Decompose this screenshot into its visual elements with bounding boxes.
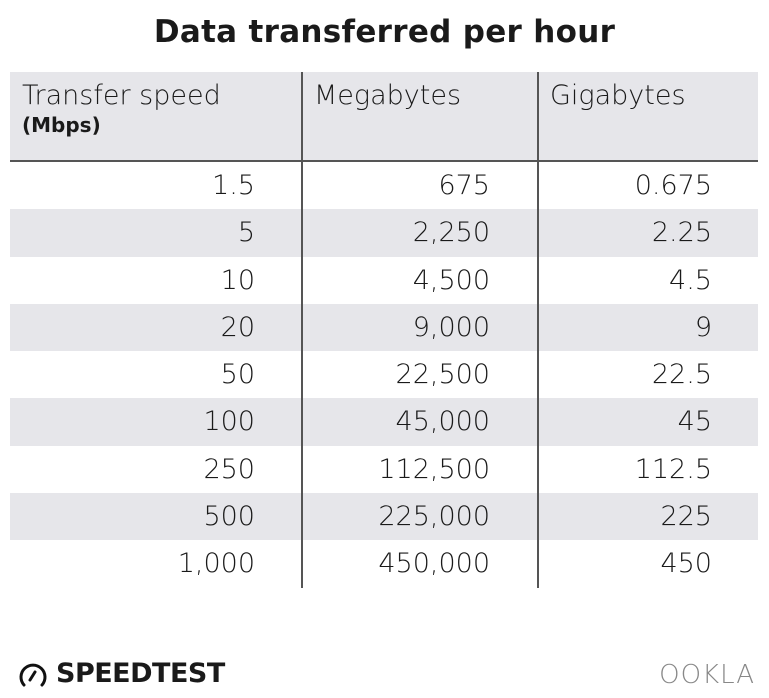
- megabytes-cell: 2,250: [412, 217, 490, 249]
- gigabytes-cell: 112.5: [634, 453, 712, 485]
- chart-title: Data transferred per hour: [153, 14, 616, 50]
- speedtest-logo: SPEEDTEST: [18, 658, 225, 689]
- header-megabytes: Megabytes: [314, 80, 462, 111]
- speed-cell: 5: [237, 217, 255, 249]
- gigabytes-cell: 4.5: [669, 264, 712, 296]
- megabytes-cell: 450,000: [378, 548, 490, 580]
- table-row: 1,000 450,000 450: [10, 540, 758, 587]
- table-row: 250 112,500 112.5: [10, 446, 758, 493]
- table-row: 100 45,000 45: [10, 398, 758, 446]
- speed-cell: 50: [220, 359, 255, 391]
- table-row: 10 4,500 4.5: [10, 257, 758, 304]
- header-gigabytes: Gigabytes: [550, 80, 686, 111]
- header-unit: (Mbps): [22, 113, 101, 137]
- speed-cell: 10: [220, 264, 255, 296]
- megabytes-cell: 225,000: [378, 501, 490, 533]
- gigabytes-cell: 0.675: [634, 170, 712, 201]
- header-transfer-speed: Transfer speed (Mbps): [22, 80, 221, 137]
- speed-cell: 1.5: [212, 170, 255, 201]
- megabytes-cell: 675: [438, 170, 490, 201]
- column-divider: [301, 72, 303, 588]
- speed-cell: 20: [220, 311, 255, 343]
- header-label: Transfer speed: [22, 80, 221, 111]
- megabytes-cell: 112,500: [378, 453, 490, 485]
- table-row: 50 22,500 22.5: [10, 351, 758, 398]
- table-row: 5 2,250 2.25: [10, 209, 758, 257]
- gigabytes-cell: 45: [677, 406, 712, 438]
- table-row: 1.5 675 0.675: [10, 162, 758, 209]
- table-row: 20 9,000 9: [10, 303, 758, 352]
- gigabytes-cell: 225: [660, 501, 712, 533]
- megabytes-cell: 4,500: [412, 264, 490, 296]
- table-row: 500 225,000 225: [10, 493, 758, 541]
- speed-cell: 250: [203, 453, 255, 485]
- column-divider: [537, 72, 539, 588]
- megabytes-cell: 45,000: [395, 406, 490, 438]
- gigabytes-cell: 2.25: [651, 217, 712, 249]
- data-table: Transfer speed (Mbps) Megabytes Gigabyte…: [10, 72, 758, 588]
- gigabytes-cell: 9: [694, 311, 712, 343]
- speed-cell: 1,000: [177, 548, 255, 580]
- speedtest-wordmark: SPEEDTEST: [56, 658, 225, 689]
- speed-cell: 500: [203, 501, 255, 533]
- table-header: Transfer speed (Mbps) Megabytes Gigabyte…: [10, 72, 758, 162]
- megabytes-cell: 9,000: [412, 311, 490, 343]
- gigabytes-cell: 22.5: [651, 359, 712, 391]
- ookla-logo: OOKLA: [659, 660, 755, 690]
- speedometer-icon: [19, 663, 47, 686]
- gigabytes-cell: 450: [660, 548, 712, 580]
- speed-cell: 100: [203, 406, 255, 438]
- megabytes-cell: 22,500: [395, 359, 490, 391]
